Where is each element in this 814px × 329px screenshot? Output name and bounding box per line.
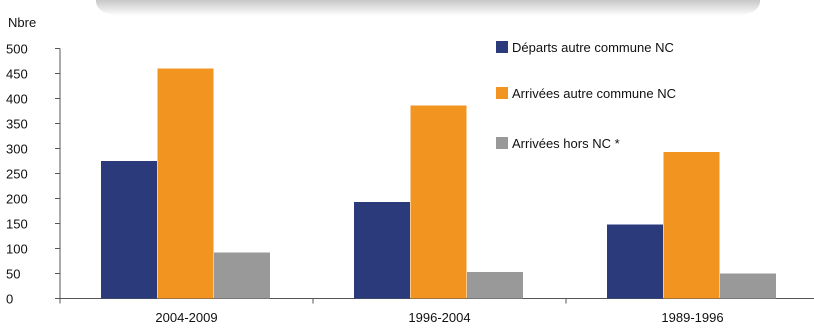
bar-1-3 — [607, 224, 663, 299]
legend-label: Départs autre commune NC — [512, 40, 674, 55]
bar-2-3 — [663, 152, 720, 299]
bar-3-1 — [214, 252, 270, 299]
y-axis-label: Nbre — [8, 15, 36, 30]
y-tick-label: 400 — [6, 92, 28, 107]
legend-label: Arrivées hors NC * — [512, 136, 620, 151]
legend-swatch — [496, 87, 508, 99]
x-tick-label: 1989-1996 — [661, 310, 723, 325]
bars — [101, 68, 776, 299]
y-tick-label: 300 — [6, 142, 28, 157]
y-tick-label: 250 — [6, 167, 28, 182]
x-axis: 2004-2009 1996-2004 1989-1996 — [59, 298, 814, 325]
legend: Départs autre commune NC Arrivées autre c… — [496, 40, 676, 151]
bar-2-1 — [157, 68, 214, 299]
bar-2-2 — [410, 105, 467, 299]
y-tick-label: 50 — [6, 267, 20, 282]
y-tick-label: 150 — [6, 217, 28, 232]
y-tick-label: 0 — [6, 292, 13, 307]
legend-swatch — [496, 137, 508, 149]
legend-swatch — [496, 41, 508, 53]
x-tick-label: 2004-2009 — [155, 310, 217, 325]
y-tick-label: 500 — [6, 42, 28, 57]
y-axis: 0 50 100 150 200 250 300 350 400 450 500 — [6, 42, 61, 307]
bar-3-2 — [467, 272, 523, 299]
y-tick-label: 200 — [6, 192, 28, 207]
y-tick-label: 100 — [6, 242, 28, 257]
bar-3-3 — [720, 273, 776, 299]
y-tick-label: 450 — [6, 67, 28, 82]
top-banner-shadow — [96, 0, 760, 16]
bar-1-1 — [101, 161, 157, 299]
x-tick-label: 1996-2004 — [408, 310, 470, 325]
bar-1-2 — [354, 202, 410, 299]
legend-label: Arrivées autre commune NC — [512, 86, 676, 101]
y-tick-label: 350 — [6, 117, 28, 132]
